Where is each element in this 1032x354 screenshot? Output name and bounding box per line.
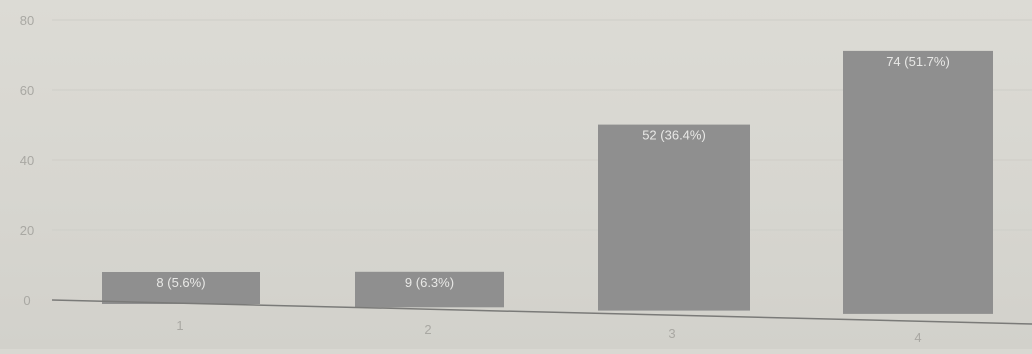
y-tick-label: 20 bbox=[20, 223, 34, 238]
bar-data-label: 74 (51.7%) bbox=[886, 54, 950, 69]
bar-data-label: 8 (5.6%) bbox=[156, 275, 205, 290]
bar-data-label: 52 (36.4%) bbox=[642, 128, 706, 143]
x-tick-label: 2 bbox=[424, 322, 431, 337]
x-axis: 1 2 3 4 bbox=[51, 299, 1032, 345]
y-axis: 0 20 40 60 80 bbox=[20, 13, 34, 308]
x-tick-label: 1 bbox=[176, 318, 183, 333]
bar-data-label: 9 (6.3%) bbox=[405, 275, 454, 290]
bar-1 bbox=[102, 272, 260, 304]
bar-3 bbox=[598, 124, 750, 311]
y-tick-label: 40 bbox=[20, 153, 34, 168]
x-tick-label: 3 bbox=[668, 326, 675, 341]
x-axis-line bbox=[51, 299, 1032, 325]
bars: 8 (5.6%) 9 (6.3%) 52 (36.4%) 74 (51.7%) bbox=[102, 50, 993, 314]
y-tick-label: 60 bbox=[20, 83, 34, 98]
bar-2 bbox=[355, 271, 504, 308]
y-tick-label: 80 bbox=[20, 13, 34, 28]
y-tick-label: 0 bbox=[23, 293, 30, 308]
x-tick-label: 4 bbox=[914, 330, 921, 345]
bar-4 bbox=[843, 50, 993, 314]
